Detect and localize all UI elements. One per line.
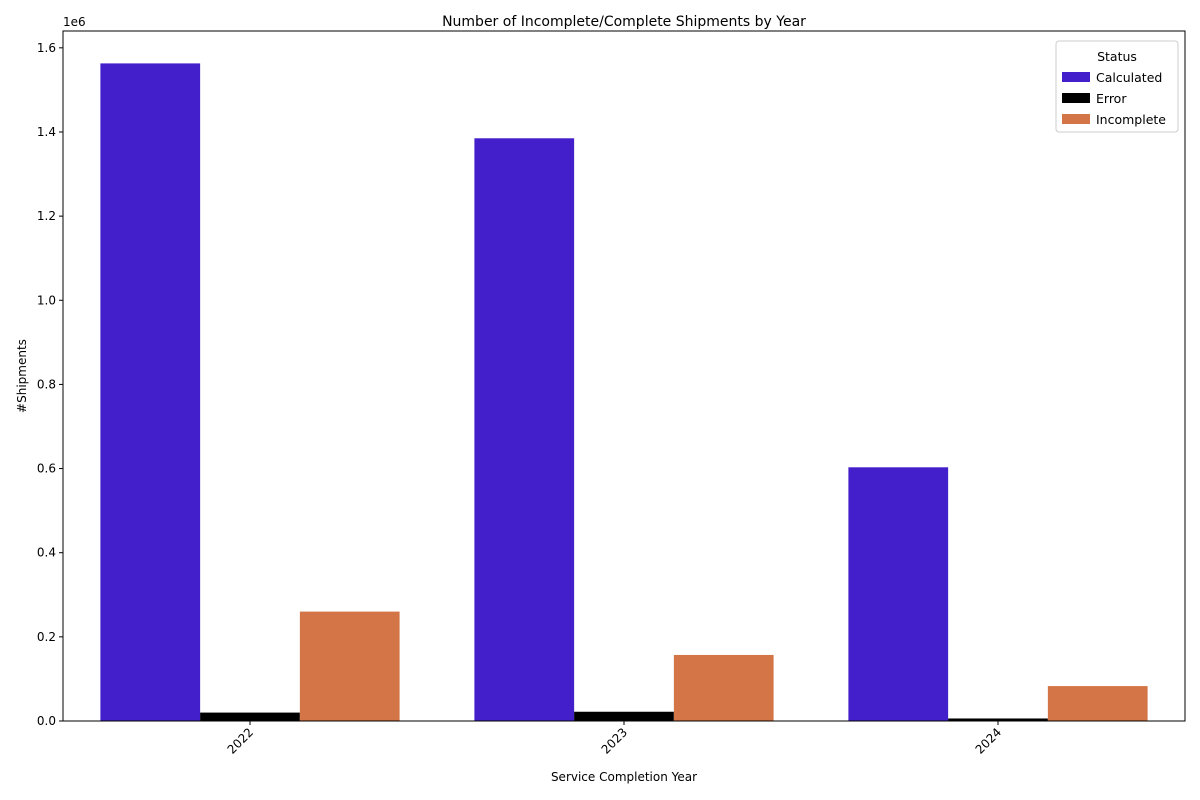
legend-swatch-calculated (1062, 72, 1090, 82)
y-tick-label: 0.0 (37, 714, 56, 728)
y-tick-label: 1.0 (37, 293, 56, 307)
bars-group (100, 63, 1148, 721)
y-axis-label: #Shipments (15, 339, 29, 413)
y-tick-label: 0.6 (37, 462, 56, 476)
chart-title: Number of Incomplete/Complete Shipments … (442, 14, 806, 30)
legend-label-incomplete: Incomplete (1096, 112, 1166, 127)
legend: Status Calculated Error Incomplete (1055, 40, 1179, 133)
bar-error-2023 (574, 711, 674, 721)
bar-calculated-2024 (848, 467, 949, 721)
legend-swatch-incomplete (1062, 114, 1090, 124)
legend-label-error: Error (1096, 91, 1127, 106)
bar-incomplete-2024 (1047, 686, 1148, 721)
bar-error-2024 (948, 718, 1048, 721)
y-axis-offset-label: 1e6 (63, 15, 86, 29)
y-tick-label: 0.4 (37, 546, 56, 560)
y-tick-label: 1.6 (37, 41, 56, 55)
bar-calculated-2022 (100, 63, 201, 721)
legend-items: Calculated Error Incomplete (1062, 70, 1166, 127)
bar-calculated-2023 (474, 138, 575, 721)
y-tick-label: 0.2 (37, 630, 56, 644)
x-axis-label: Service Completion Year (551, 770, 697, 784)
x-tick-label: 2024 (973, 725, 1004, 756)
y-axis-ticks: 0.0 0.2 0.4 0.6 0.8 1.0 1.2 1.4 1.6 (37, 41, 63, 728)
x-axis-ticks: 2022 2023 2024 (225, 721, 1004, 757)
legend-title: Status (1097, 49, 1137, 64)
x-tick-label: 2022 (225, 725, 256, 756)
legend-swatch-error (1062, 93, 1090, 103)
bar-incomplete-2022 (299, 611, 400, 721)
y-tick-label: 1.4 (37, 125, 56, 139)
legend-box (1055, 40, 1179, 133)
bar-error-2022 (200, 712, 300, 721)
plot-frame (62, 30, 1186, 722)
bar-incomplete-2023 (673, 654, 774, 721)
y-tick-label: 0.8 (37, 377, 56, 391)
legend-label-calculated: Calculated (1096, 70, 1162, 85)
x-tick-label: 2023 (599, 725, 630, 756)
y-tick-label: 1.2 (37, 209, 56, 223)
